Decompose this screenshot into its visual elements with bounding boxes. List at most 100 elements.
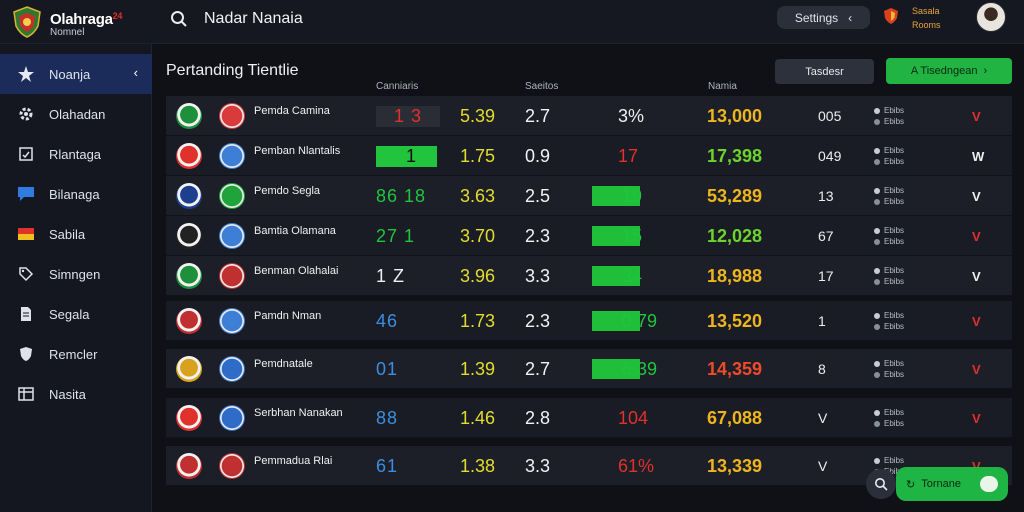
table-row[interactable]: Serbhan Nanakan 88 1.46 2.8 104 67,088 V… — [166, 398, 1012, 438]
verdict-icon[interactable]: V — [972, 228, 981, 244]
amount-cell: 67,088 — [707, 398, 762, 438]
tag-icon — [16, 265, 36, 283]
search-icon[interactable] — [170, 10, 188, 28]
verdict-cell[interactable]: V — [972, 349, 981, 389]
sidebar-item-simngen[interactable]: Simngen — [0, 254, 152, 294]
verdict-icon[interactable]: V — [972, 188, 981, 204]
filter-button[interactable]: Tasdesr — [775, 59, 874, 84]
avatar[interactable] — [976, 2, 1006, 32]
section-title: Pertanding Tientlie — [166, 62, 299, 79]
trend-cell: 19 — [592, 176, 642, 216]
add-match-button[interactable]: A Tisedngean › — [886, 58, 1012, 84]
sidebar-item-remcler[interactable]: Remcler — [0, 334, 152, 374]
home-crest — [176, 349, 202, 389]
shield-icon[interactable] — [883, 7, 899, 25]
live-chat-button[interactable]: ↻ Tornane — [896, 467, 1008, 501]
away-crest — [219, 96, 245, 136]
sidebar-item-sabila[interactable]: Sabila — [0, 214, 152, 254]
count-cell: V — [818, 446, 827, 486]
verdict-cell[interactable]: V — [972, 301, 981, 341]
team-name: Pemban Nlantalis — [254, 145, 340, 167]
toggle-switch[interactable] — [980, 476, 998, 492]
verdict-icon[interactable]: V — [972, 268, 981, 284]
trend-cell: 61% — [592, 446, 654, 486]
user-info[interactable]: Sasala Rooms — [912, 6, 968, 36]
amount-cell: 13,339 — [707, 446, 762, 486]
sidebar-item-nasita[interactable]: Nasita — [0, 374, 152, 414]
count-cell: 13 — [818, 176, 834, 216]
meta-list: Ebibs Ebibs — [874, 407, 904, 429]
away-crest — [219, 349, 245, 389]
table-icon — [16, 385, 36, 403]
meta-list: Ebibs Ebibs — [874, 105, 904, 127]
settings-button[interactable]: Settings ‹ — [777, 6, 870, 29]
trend-cell: 34 — [592, 256, 642, 296]
sidebar-item-noanja[interactable]: Noanja ‹ — [0, 54, 152, 94]
count-value: V — [818, 458, 828, 474]
team-subtitle — [254, 240, 336, 247]
user-role: Rooms — [912, 20, 941, 30]
trend-bar — [592, 266, 640, 286]
verdict-icon[interactable]: V — [972, 313, 981, 329]
verdict-cell[interactable]: V — [972, 446, 981, 486]
floating-search-button[interactable] — [866, 469, 896, 499]
amount-value: 12,028 — [707, 225, 763, 246]
count-value: 8 — [818, 361, 826, 377]
sidebar-item-bilanaga[interactable]: Bilanaga — [0, 174, 152, 214]
clipboard-icon — [16, 145, 36, 163]
table-row[interactable]: Pemban Nlantalis 1 1.75 0.9 17 17,398 04… — [166, 136, 1012, 176]
count-value: V — [818, 410, 828, 426]
verdict-cell[interactable]: V — [972, 96, 981, 136]
score-cell: 88 — [376, 398, 398, 438]
table-row[interactable]: Benman Olahalai 1 Z 3.96 3.3 34 18,988 1… — [166, 256, 1012, 296]
count-value: 049 — [818, 148, 842, 164]
score: 1 — [376, 145, 438, 167]
sidebar-item-olahadan[interactable]: Olahadan — [0, 94, 152, 134]
team-name-cell: Pemdo Segla — [254, 176, 320, 216]
odds-value: 3.63 — [460, 185, 496, 206]
column-header-3[interactable]: Namia — [708, 81, 737, 92]
verdict-icon[interactable]: V — [972, 361, 981, 377]
verdict-cell[interactable]: V — [972, 176, 981, 216]
column-header-1[interactable]: Canniaris — [376, 81, 419, 92]
team-name-cell: Serbhan Nanakan — [254, 398, 343, 438]
brand[interactable]: Olahraga24 Nomnel — [10, 4, 150, 40]
table-row[interactable]: Pamdn Nman 46 1.73 2.3 0.79 13,520 1 Ebi… — [166, 301, 1012, 341]
document-icon — [16, 305, 36, 323]
score-cell: 1 — [376, 136, 438, 176]
verdict-cell[interactable]: V — [972, 216, 981, 256]
sidebar-item-segala[interactable]: Segala — [0, 294, 152, 334]
table-row[interactable]: Pemdnatale 01 1.39 2.7 6.39 14,359 8 Ebi… — [166, 349, 1012, 389]
table-row[interactable]: Pemda Camina 1 3 5.39 2.7 3% 13,000 005 … — [166, 96, 1012, 136]
team-crest-icon — [219, 223, 245, 249]
settings-label: Settings — [794, 10, 839, 25]
verdict-icon[interactable]: V — [972, 410, 981, 426]
odds-cell: 3.96 — [460, 256, 495, 296]
over-under-value: 2.7 — [525, 105, 551, 126]
column-header-2[interactable]: Saeitos — [525, 81, 559, 92]
team-name-cell: Pemda Camina — [254, 96, 330, 136]
verdict-cell[interactable]: V — [972, 398, 981, 438]
home-crest — [176, 398, 202, 438]
verdict-cell[interactable]: W — [972, 136, 984, 176]
team-subtitle — [254, 470, 332, 477]
trend-bar — [592, 311, 640, 331]
odds-value: 1.75 — [460, 145, 496, 166]
chevron-right-icon: › — [983, 65, 988, 77]
verdict-icon[interactable]: V — [972, 108, 981, 124]
verdict-icon[interactable]: V — [972, 458, 981, 474]
trend-value: 6.39 — [622, 358, 658, 379]
team-subtitle — [254, 120, 330, 127]
score-cell: 86 18 — [376, 176, 426, 216]
amount-cell: 13,000 — [707, 96, 762, 136]
sidebar-item-rlantaga[interactable]: Rlantaga — [0, 134, 152, 174]
verdict-cell[interactable]: V — [972, 256, 981, 296]
chat-icon — [16, 185, 36, 203]
verdict-icon[interactable]: W — [972, 148, 985, 164]
ou-cell: 3.3 — [525, 446, 550, 486]
table-row[interactable]: Bamtia Olamana 27 1 3.70 2.3 15 12,028 6… — [166, 216, 1012, 256]
flag-icon — [16, 225, 36, 243]
team-crest-icon — [176, 183, 202, 209]
over-under-value: 2.3 — [525, 310, 551, 331]
table-row[interactable]: Pemdo Segla 86 18 3.63 2.5 19 53,289 13 … — [166, 176, 1012, 216]
